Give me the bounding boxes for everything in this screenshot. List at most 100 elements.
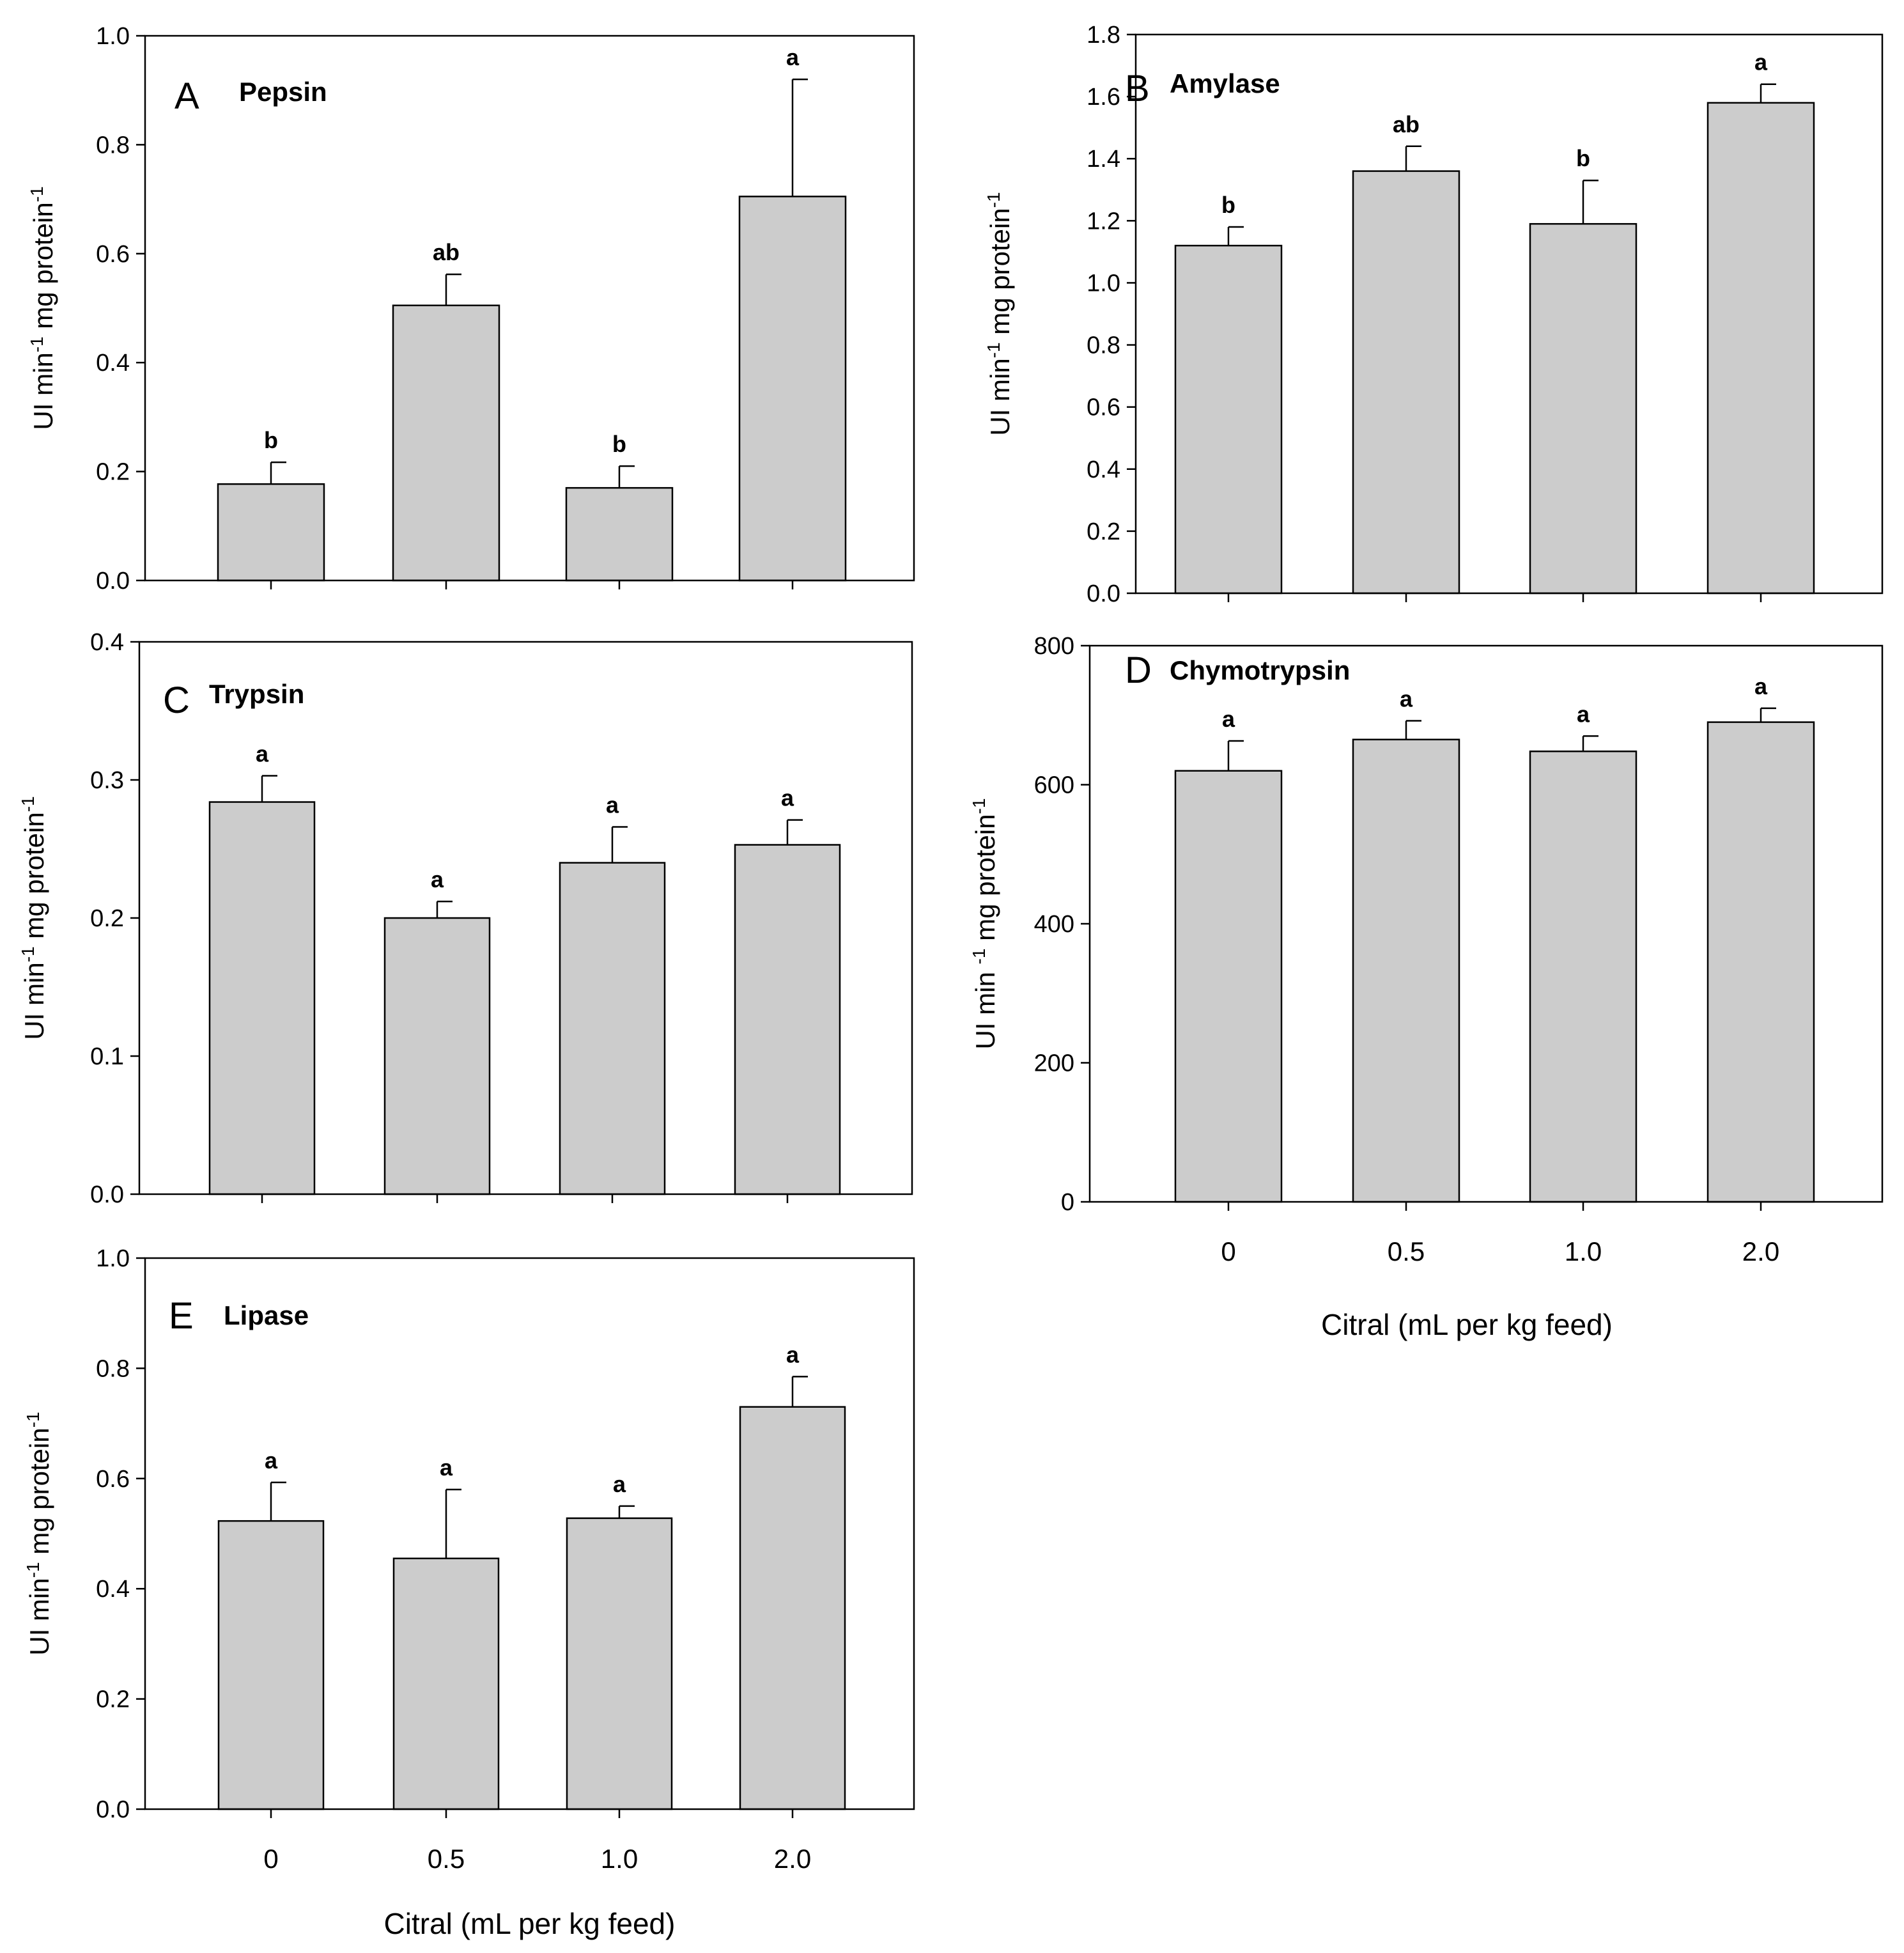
bar <box>392 1557 500 1810</box>
label-part: mg protein <box>19 812 49 946</box>
y-tick-label: 0.2 <box>90 905 124 932</box>
plot-frame <box>144 35 915 582</box>
x-tick-label: 2.0 <box>1742 1236 1779 1266</box>
panel-letter: E <box>169 1295 194 1337</box>
panel-title: Chymotrypsin <box>1170 655 1350 685</box>
label-part: UI min <box>985 358 1015 435</box>
y-tick-label: 800 <box>1034 633 1074 660</box>
bar <box>1707 102 1815 595</box>
y-tick-label: 1.0 <box>1087 270 1120 297</box>
superscript: -1 <box>27 336 47 352</box>
significance-label: a <box>265 1447 278 1474</box>
significance-label: a <box>781 785 794 811</box>
bar <box>392 304 500 582</box>
y-tick-label: 0.4 <box>1087 456 1120 483</box>
label-part: mg protein <box>985 208 1015 342</box>
superscript: -1 <box>27 186 47 202</box>
panel-title: Amylase <box>1170 68 1280 98</box>
significance-label: a <box>1577 701 1590 727</box>
bar <box>208 801 316 1195</box>
bar <box>1352 170 1460 595</box>
y-tick-label: 200 <box>1034 1050 1074 1077</box>
panel-letter: C <box>163 680 190 721</box>
significance-label: a <box>1400 685 1413 712</box>
label-part: mg protein <box>970 814 1000 948</box>
x-tick-label: 0 <box>1221 1236 1235 1266</box>
x-axis-title: Citral (mL per kg feed) <box>1321 1308 1613 1341</box>
label-part: UI min <box>970 964 1000 1049</box>
label-part: UI min <box>19 962 49 1039</box>
bar <box>1707 721 1815 1203</box>
panel-b: b ab b a 0.0 0.2 0.4 0.6 0.8 1.0 1.2 1.4 1.6 1.8B Amyl… <box>984 22 1884 607</box>
y-tick-label: 0.4 <box>90 629 124 656</box>
superscript: -1 <box>23 1412 43 1428</box>
bar <box>217 1520 325 1810</box>
y-tick-label: 0.2 <box>1087 518 1120 545</box>
y-axis-label: UI min -1 mg protein-1 <box>969 798 1001 1050</box>
bar <box>1174 244 1283 595</box>
label-part: mg protein <box>28 202 58 336</box>
significance-label: b <box>1576 145 1590 171</box>
y-axis-label: UI min-1 mg protein-1 <box>18 796 50 1039</box>
y-tick-label: 0.4 <box>96 1576 130 1603</box>
label-part: UI min <box>28 352 58 430</box>
x-tick-label: 1.0 <box>1565 1236 1602 1266</box>
significance-label: a <box>1754 673 1768 699</box>
bar <box>1529 222 1637 595</box>
bar <box>739 1406 846 1810</box>
significance-label: a <box>256 741 269 767</box>
bar <box>383 917 491 1195</box>
panel-letter: A <box>174 75 199 117</box>
superscript: -1 <box>984 192 1003 208</box>
bar <box>738 196 847 582</box>
bar <box>734 844 841 1195</box>
bar <box>1529 751 1637 1203</box>
y-axis-label: UI min-1 mg protein-1 <box>27 186 59 430</box>
significance-label: a <box>440 1454 453 1481</box>
superscript: -1 <box>984 342 1003 358</box>
significance-label: a <box>1754 49 1768 75</box>
panel-title: Trypsin <box>209 679 304 709</box>
x-axis-title: Citral (mL per kg feed) <box>384 1907 676 1940</box>
y-tick-label: 0.0 <box>1087 580 1120 607</box>
panel-e: a a a a 0.0 0.2 0.4 0.6 0.8 1.0 0 0.5 1.0 2.0 E Lipase U… <box>23 1245 915 1940</box>
y-tick-label: 0.8 <box>96 132 130 159</box>
panel-title: Lipase <box>224 1300 309 1330</box>
superscript: -1 <box>969 798 989 814</box>
bar <box>559 862 666 1195</box>
y-tick-label: 1.2 <box>1087 208 1120 235</box>
y-tick-label: 1.0 <box>96 1245 130 1272</box>
significance-label: a <box>1222 706 1235 732</box>
y-tick-label: 1.6 <box>1087 84 1120 111</box>
y-tick-label: 400 <box>1034 911 1074 938</box>
significance-label: a <box>786 44 800 70</box>
y-axis-label: UI min-1 mg protein-1 <box>23 1412 55 1655</box>
significance-label: b <box>264 427 278 453</box>
y-tick-label: 0.0 <box>96 1796 130 1823</box>
panel-letter: D <box>1125 650 1152 691</box>
y-tick-label: 1.8 <box>1087 22 1120 49</box>
y-tick-label: 600 <box>1034 772 1074 799</box>
x-tick-label: 0.5 <box>428 1844 465 1874</box>
significance-label: a <box>613 1471 626 1497</box>
x-tick-label: 0.5 <box>1388 1236 1425 1266</box>
x-tick-label: 0 <box>263 1844 278 1874</box>
significance-label: a <box>786 1341 800 1367</box>
plot-frame <box>144 1257 915 1810</box>
panel-title: Pepsin <box>239 77 327 107</box>
y-tick-label: 0.3 <box>90 767 124 794</box>
y-axis-label: UI min-1 mg protein-1 <box>984 192 1016 435</box>
y-tick-label: 0.1 <box>90 1043 124 1070</box>
bar <box>1352 738 1460 1203</box>
y-tick-label: 0.6 <box>96 1466 130 1493</box>
panel-d: a a a a 0 200 400 600 800 0 0.5 1.0 2.0 D Chymotrypsin… <box>969 633 1884 1341</box>
y-tick-label: 0.0 <box>90 1181 124 1208</box>
y-tick-label: 0.4 <box>96 350 130 377</box>
y-tick-label: 0.6 <box>96 241 130 268</box>
significance-label: ab <box>433 239 460 265</box>
y-tick-label: 0 <box>1061 1189 1074 1216</box>
significance-label: b <box>612 431 626 457</box>
